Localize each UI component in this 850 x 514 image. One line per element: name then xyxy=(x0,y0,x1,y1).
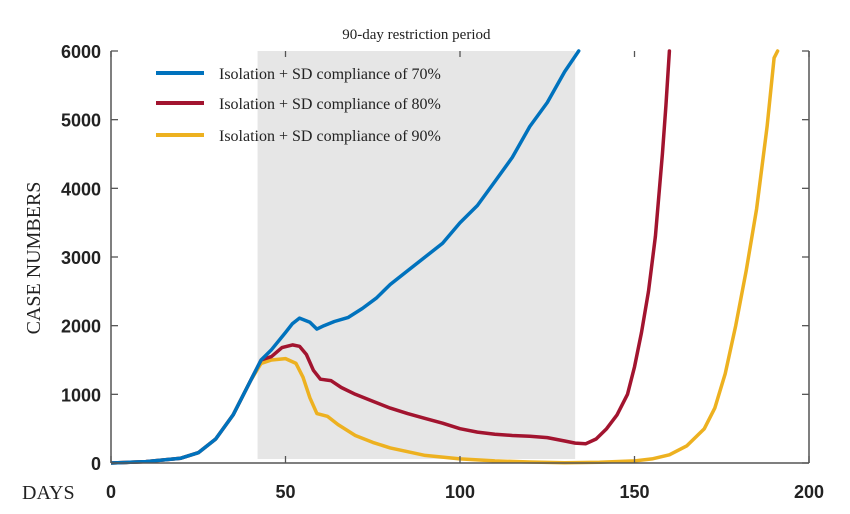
y-tick-label: 6000 xyxy=(61,42,101,62)
restriction-period-label: 90-day restriction period xyxy=(342,27,491,43)
x-tick-label: 150 xyxy=(619,482,649,502)
x-tick-label: 0 xyxy=(106,482,116,502)
x-tick-label: 200 xyxy=(794,482,824,502)
axes xyxy=(110,50,810,464)
y-tick-label: 2000 xyxy=(61,317,101,337)
x-tick-label: 100 xyxy=(445,482,475,502)
tick-labels: 0 1000 2000 3000 4000 5000 6000 0 50 100 150 200 xyxy=(61,42,824,502)
legend-label-3: Isolation + SD compliance of 90% xyxy=(219,128,441,145)
y-tick-label: 1000 xyxy=(61,385,101,405)
legend-label-2: Isolation + SD compliance of 80% xyxy=(219,96,441,113)
series-line-1 xyxy=(111,49,581,465)
y-tick-label: 0 xyxy=(91,454,101,474)
y-axis-label: CASE NUMBERS xyxy=(23,182,45,335)
legend: Isolation + SD compliance of 70% Isolatio… xyxy=(156,66,441,145)
restriction-period-shading xyxy=(257,51,576,459)
y-tick-label: 4000 xyxy=(61,179,101,199)
y-tick-label: 3000 xyxy=(61,248,101,268)
legend-label-1: Isolation + SD compliance of 70% xyxy=(219,66,441,83)
y-tick-label: 5000 xyxy=(61,111,101,131)
x-axis-label: DAYS xyxy=(22,482,75,504)
series-layer xyxy=(111,49,780,465)
x-tick-label: 50 xyxy=(275,482,295,502)
